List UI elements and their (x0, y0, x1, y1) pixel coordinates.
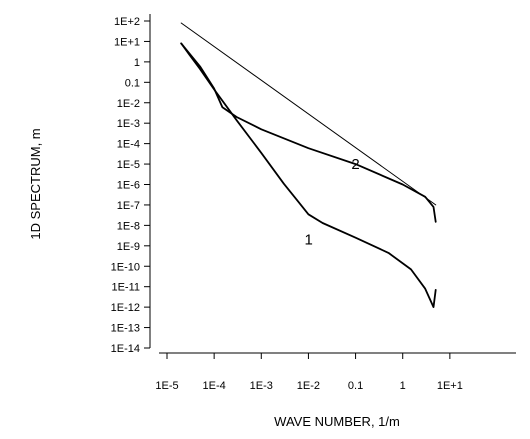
y-tick-label: 1E-11 (111, 282, 140, 294)
curve-label-1: 1 (304, 232, 312, 249)
x-tick-label: 1E-3 (250, 380, 273, 392)
x-ticks: 1E-5 1E-4 1E-3 1E-2 0.1 1 1E+1 (155, 353, 463, 392)
y-tick-label: 1 (134, 57, 140, 69)
curve-labels: 12 (304, 156, 359, 249)
y-tick-label: 1E-8 (117, 220, 140, 232)
y-tick-label: 1E-4 (117, 139, 140, 151)
y-tick-label: 1E-2 (117, 98, 140, 110)
x-tick-label: 1 (400, 380, 406, 392)
y-tick-label: 1E-13 (111, 323, 140, 335)
y-tick-label: 1E-3 (117, 118, 140, 130)
y-tick-label: 1E-10 (111, 261, 140, 273)
x-tick-label: 0.1 (348, 380, 363, 392)
x-tick-label: 1E-2 (297, 380, 320, 392)
x-tick-label: 1E-5 (155, 380, 178, 392)
y-tick-label: 1E+1 (114, 36, 140, 48)
reference-line (180, 22, 437, 206)
y-tick-label: 1E-12 (111, 302, 140, 314)
x-tick-label: 1E+1 (437, 380, 463, 392)
x-tick-label: 1E-4 (203, 380, 226, 392)
y-tick-label: 1E-9 (117, 241, 140, 253)
y-tick-label: 0.1 (125, 77, 140, 89)
y-axis-title: 1D SPECTRUM, m (28, 128, 43, 239)
y-ticks: 1E+2 1E+1 1 0.1 1E-2 1E-3 1E-4 1E-5 1E-6 1E-7 1E-8… (111, 16, 150, 355)
axes (149, 14, 516, 354)
y-tick-label: 1E-5 (117, 159, 140, 171)
y-tick-label: 1E-6 (117, 180, 140, 192)
series-line-2 (180, 42, 437, 223)
y-tick-label: 1E-14 (111, 343, 140, 355)
y-tick-label: 1E+2 (114, 16, 140, 28)
series-line-1 (180, 42, 437, 309)
y-tick-label: 1E-7 (117, 200, 140, 212)
x-axis-title: WAVE NUMBER, 1/m (274, 414, 400, 429)
curve-label-2: 2 (351, 156, 359, 173)
series-layer (180, 22, 437, 309)
